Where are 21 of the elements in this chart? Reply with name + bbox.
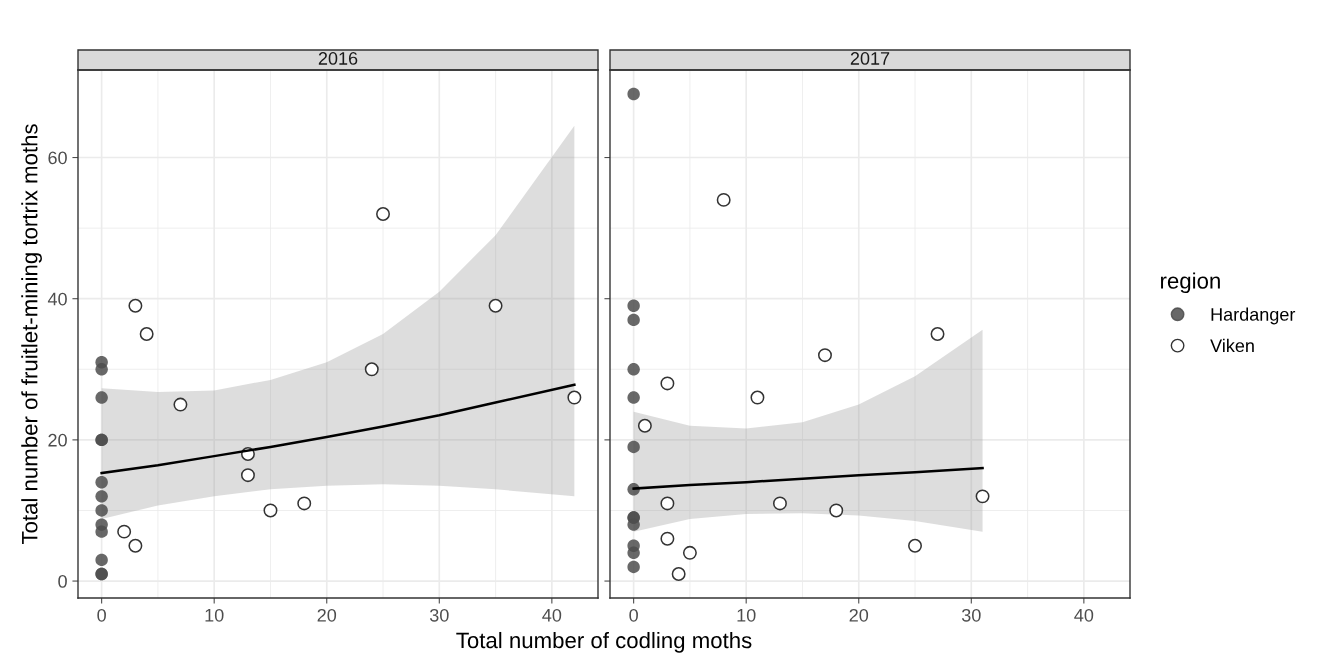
x-tick-label: 30 — [961, 608, 981, 622]
legend-label: Hardanger — [1211, 307, 1296, 325]
y-tick-label: 40 — [47, 292, 67, 306]
legend-title: region — [1161, 272, 1220, 294]
chart-title: 2016 — [318, 52, 358, 65]
x-tick-label: 0 — [97, 608, 106, 622]
x-tick-label: 20 — [317, 608, 337, 622]
x-tick-label: 10 — [737, 608, 756, 622]
x-axis-title: Total number of codling moths — [456, 631, 752, 653]
y-axis-title: Total number of fruitlet-mining tortrix moths — [21, 124, 42, 545]
x-tick-label: 40 — [542, 608, 562, 622]
chart-title: 2017 — [850, 52, 890, 65]
legend-label: Viken — [1210, 338, 1254, 353]
x-tick-label: 40 — [1074, 608, 1094, 622]
y-tick-label: 0 — [58, 574, 67, 588]
x-tick-label: 10 — [205, 608, 224, 622]
x-tick-label: 0 — [629, 608, 638, 622]
y-tick-label: 20 — [48, 433, 67, 447]
x-tick-label: 30 — [429, 608, 449, 622]
x-tick-label: 20 — [849, 608, 869, 622]
y-tick-label: 60 — [48, 151, 67, 165]
